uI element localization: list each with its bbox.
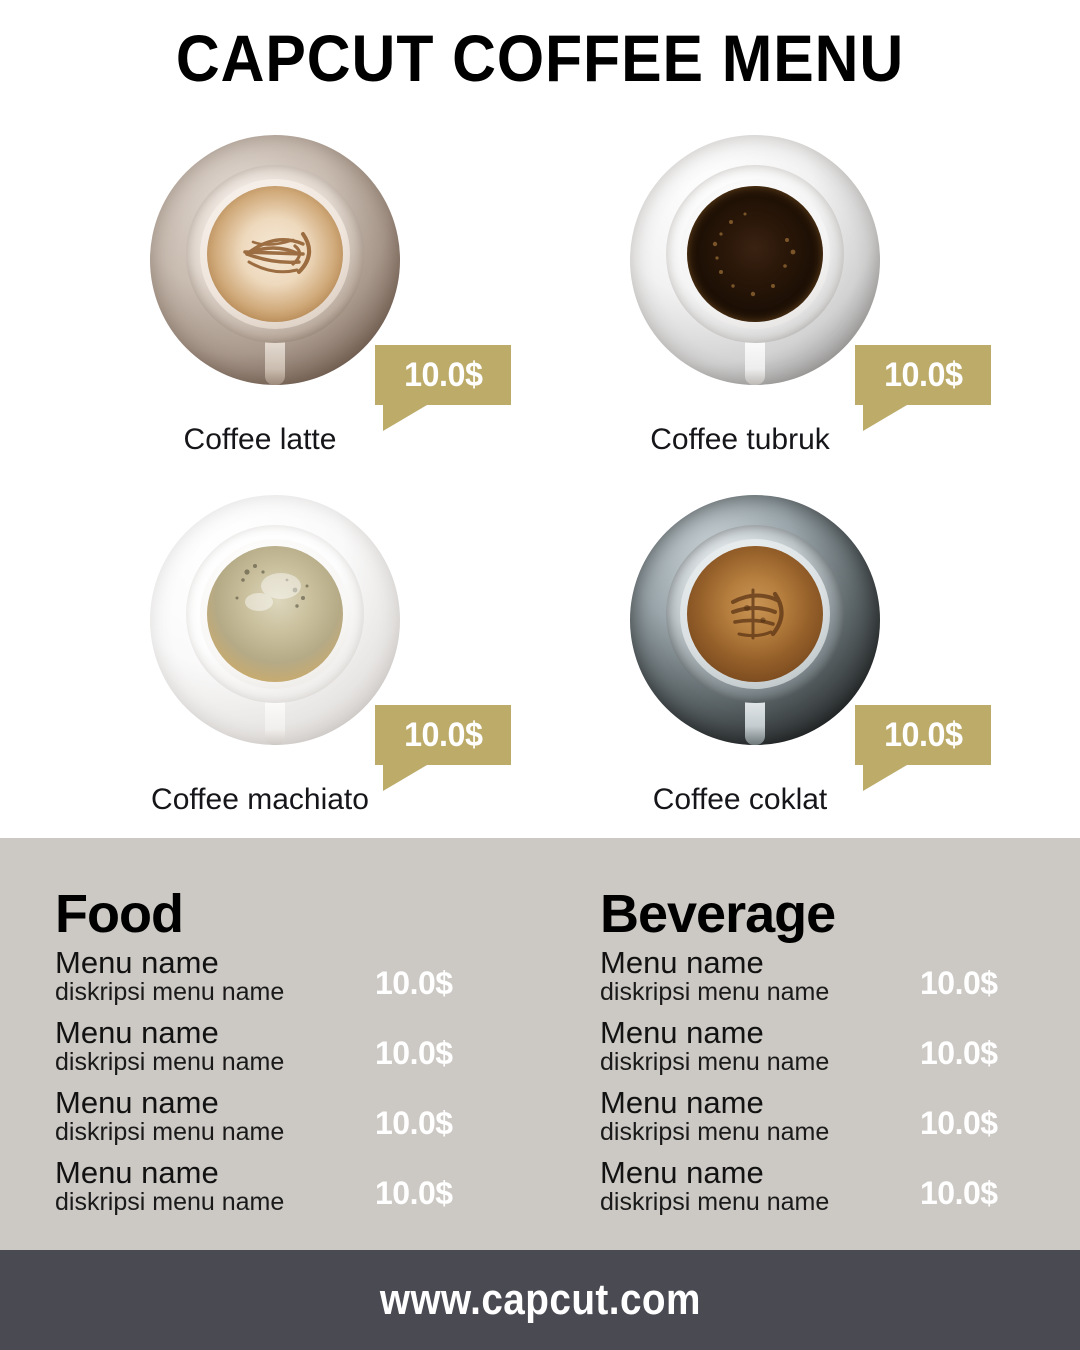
menu-item-description: diskripsi menu name (55, 1118, 285, 1147)
badge-tail-shape (383, 405, 427, 431)
menu-column-beverage: Beverage Menu name diskripsi menu name 1… (600, 886, 1070, 1227)
badge-tail-shape (383, 765, 427, 791)
menu-row-texts: Menu name diskripsi menu name (55, 1014, 285, 1077)
section-title-beverage: Beverage (600, 884, 836, 944)
section-title-food: Food (55, 884, 184, 944)
price-value: 10.0$ (403, 715, 483, 754)
coffee-card-tubruk[interactable]: 10.0$ Coffee tubruk (560, 135, 1000, 475)
menu-item-name: Menu name (55, 1154, 219, 1190)
footer-website-text[interactable]: www.capcut.com (379, 1275, 701, 1324)
menu-row[interactable]: Menu name diskripsi menu name 10.0$ (55, 1084, 525, 1157)
menu-row[interactable]: Menu name diskripsi menu name 10.0$ (600, 944, 1070, 1017)
menu-row-texts: Menu name diskripsi menu name (600, 1084, 830, 1147)
menu-panel: Food Menu name diskripsi menu name 10.0$… (0, 838, 1080, 1250)
menu-row-texts: Menu name diskripsi menu name (55, 944, 285, 1007)
menu-item-description: diskripsi menu name (55, 978, 285, 1007)
menu-item-name: Menu name (600, 1154, 764, 1190)
price-badge: 10.0$ (855, 345, 991, 431)
coffee-item-label: Coffee coklat (652, 783, 828, 816)
menu-item-name: Menu name (55, 1014, 219, 1050)
menu-item-price: 10.0$ (920, 964, 998, 1001)
coffee-liquid-surface (687, 546, 823, 682)
menu-row[interactable]: Menu name diskripsi menu name 10.0$ (55, 944, 525, 1017)
coffee-liquid-surface (687, 186, 823, 322)
badge-tail-shape (863, 405, 907, 431)
menu-item-name: Menu name (600, 1084, 764, 1120)
coffee-liquid-surface (207, 186, 343, 322)
badge-tail-shape (863, 765, 907, 791)
coffee-card-machiato[interactable]: 10.0$ Coffee machiato (80, 495, 520, 835)
menu-item-description: diskripsi menu name (600, 1188, 830, 1217)
menu-row-texts: Menu name diskripsi menu name (55, 1084, 285, 1147)
menu-row-texts: Menu name diskripsi menu name (55, 1154, 285, 1217)
menu-row[interactable]: Menu name diskripsi menu name 10.0$ (600, 1084, 1070, 1157)
menu-item-price: 10.0$ (375, 964, 453, 1001)
coffee-cup-image-latte (150, 135, 410, 405)
price-value: 10.0$ (883, 355, 963, 394)
menu-row[interactable]: Menu name diskripsi menu name 10.0$ (600, 1154, 1070, 1227)
menu-item-price: 10.0$ (375, 1174, 453, 1211)
coffee-card-coklat[interactable]: 10.0$ Coffee coklat (560, 495, 1000, 835)
menu-row[interactable]: Menu name diskripsi menu name 10.0$ (55, 1154, 525, 1227)
menu-item-price: 10.0$ (920, 1104, 998, 1141)
menu-column-food: Food Menu name diskripsi menu name 10.0$… (55, 886, 525, 1227)
menu-row-texts: Menu name diskripsi menu name (600, 1014, 830, 1077)
cup-handle-shape (745, 331, 765, 385)
menu-item-price: 10.0$ (920, 1174, 998, 1211)
coffee-item-label: Coffee machiato (151, 783, 369, 816)
coffee-card-latte[interactable]: 10.0$ Coffee latte (80, 135, 520, 475)
menu-item-price: 10.0$ (375, 1104, 453, 1141)
coffee-cup-image-machiato (150, 495, 410, 765)
menu-item-name: Menu name (55, 944, 219, 980)
menu-item-name: Menu name (600, 1014, 764, 1050)
menu-item-price: 10.0$ (920, 1034, 998, 1071)
menu-row-texts: Menu name diskripsi menu name (600, 1154, 830, 1217)
coffee-cup-image-tubruk (630, 135, 890, 405)
menu-row-texts: Menu name diskripsi menu name (600, 944, 830, 1007)
menu-row[interactable]: Menu name diskripsi menu name 10.0$ (600, 1014, 1070, 1087)
coffee-cup-image-coklat (630, 495, 890, 765)
menu-item-name: Menu name (600, 944, 764, 980)
menu-item-description: diskripsi menu name (55, 1188, 285, 1217)
rosetta-latte-art-icon (243, 232, 311, 274)
chocolate-dust-art-icon (731, 588, 784, 640)
menu-item-description: diskripsi menu name (600, 1118, 830, 1147)
cup-handle-shape (265, 331, 285, 385)
price-badge: 10.0$ (375, 345, 511, 431)
page-title: CAPCUT COFFEE MENU (175, 21, 905, 95)
price-badge: 10.0$ (855, 705, 991, 791)
foam-speckle-icon (235, 564, 309, 611)
price-value: 10.0$ (883, 715, 963, 754)
price-value: 10.0$ (403, 355, 483, 394)
cup-handle-shape (745, 691, 765, 745)
menu-item-description: diskripsi menu name (600, 978, 830, 1007)
coffee-item-label: Coffee tubruk (650, 423, 830, 456)
menu-row[interactable]: Menu name diskripsi menu name 10.0$ (55, 1014, 525, 1087)
menu-item-description: diskripsi menu name (55, 1048, 285, 1077)
menu-item-name: Menu name (55, 1084, 219, 1120)
price-badge: 10.0$ (375, 705, 511, 791)
cup-handle-shape (265, 691, 285, 745)
crema-bubbles-icon (712, 212, 796, 297)
menu-item-price: 10.0$ (375, 1034, 453, 1071)
footer-bar: www.capcut.com (0, 1250, 1080, 1350)
coffee-liquid-surface (207, 546, 343, 682)
coffee-item-label: Coffee latte (183, 423, 337, 456)
menu-item-description: diskripsi menu name (600, 1048, 830, 1077)
